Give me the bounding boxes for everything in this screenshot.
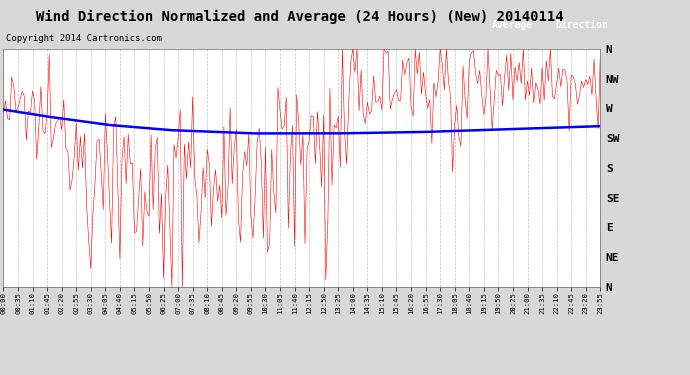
Text: Direction: Direction bbox=[555, 20, 608, 30]
Text: Wind Direction Normalized and Average (24 Hours) (New) 20140114: Wind Direction Normalized and Average (2… bbox=[37, 9, 564, 24]
Text: Average: Average bbox=[492, 20, 533, 30]
Text: Copyright 2014 Cartronics.com: Copyright 2014 Cartronics.com bbox=[6, 34, 161, 43]
